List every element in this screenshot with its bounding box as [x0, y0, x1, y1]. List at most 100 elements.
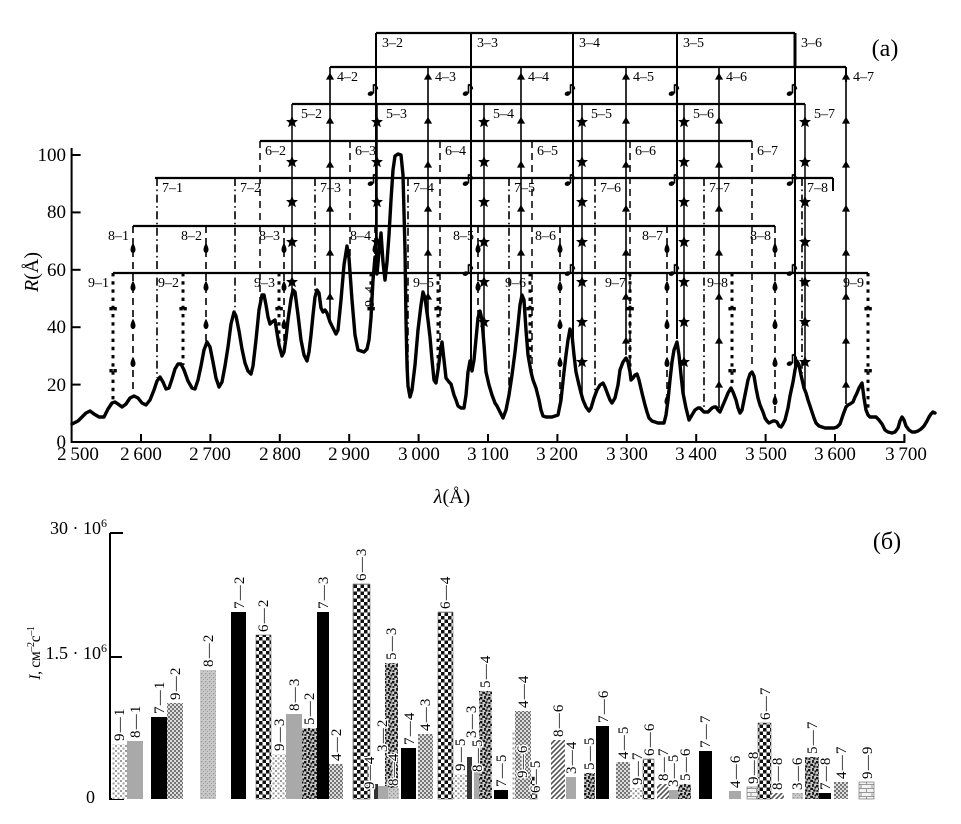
svg-text:4—3: 4—3 — [418, 697, 434, 731]
svg-text:7—5: 7—5 — [494, 753, 510, 787]
svg-text:1.5 · 106: 1.5 · 106 — [46, 641, 108, 663]
svg-text:6—5: 6—5 — [528, 759, 544, 793]
svg-text:6–2: 6–2 — [265, 144, 286, 159]
svg-text:5—3: 5—3 — [384, 626, 400, 660]
svg-text:7–4: 7–4 — [413, 181, 434, 196]
svg-text:3 100: 3 100 — [467, 444, 509, 465]
svg-text:80: 80 — [47, 202, 66, 223]
svg-text:100: 100 — [38, 145, 67, 166]
svg-text:8–3: 8–3 — [259, 229, 280, 244]
svg-text:7—6: 7—6 — [596, 689, 612, 723]
svg-text:9—6: 9—6 — [515, 744, 531, 778]
svg-text:3–2: 3–2 — [382, 36, 403, 51]
svg-text:I, см–2с–1: I, см–2с–1 — [26, 626, 44, 681]
svg-text:3 300: 3 300 — [606, 444, 648, 465]
svg-text:4—2: 4—2 — [329, 727, 345, 761]
svg-text:4—5: 4—5 — [616, 725, 632, 759]
svg-text:7—1: 7—1 — [152, 680, 168, 714]
svg-text:3—5: 3—5 — [666, 753, 682, 787]
svg-text:9—7: 9—7 — [630, 751, 646, 785]
svg-text:8—4: 8—4 — [386, 752, 402, 786]
svg-text:40: 40 — [47, 317, 66, 338]
svg-text:8–6: 8–6 — [535, 229, 556, 244]
svg-text:6—2: 6—2 — [256, 598, 272, 632]
svg-text:6–4: 6–4 — [445, 144, 466, 159]
svg-text:5—2: 5—2 — [302, 691, 318, 725]
svg-text:0: 0 — [57, 432, 67, 453]
svg-text:5–3: 5–3 — [386, 107, 407, 122]
svg-text:4—7: 4—7 — [834, 745, 850, 779]
svg-text:8–1: 8–1 — [108, 229, 129, 244]
svg-text:7–1: 7–1 — [162, 181, 183, 196]
svg-text:2 500: 2 500 — [57, 444, 99, 465]
svg-text:3 200: 3 200 — [536, 444, 578, 465]
svg-text:9—9: 9—9 — [860, 745, 876, 779]
svg-text:4–5: 4–5 — [633, 70, 654, 85]
svg-text:9–2: 9–2 — [158, 276, 179, 291]
svg-text:5–4: 5–4 — [493, 107, 514, 122]
svg-text:6—7: 6—7 — [758, 686, 774, 720]
svg-text:8—2: 8—2 — [201, 633, 217, 667]
svg-text:7–5: 7–5 — [514, 181, 535, 196]
svg-text:3 600: 3 600 — [814, 444, 856, 465]
svg-text:3 400: 3 400 — [675, 444, 717, 465]
svg-text:6—6: 6—6 — [642, 722, 658, 756]
svg-text:R(Å): R(Å) — [21, 252, 43, 293]
svg-text:4–7: 4–7 — [853, 70, 874, 85]
svg-text:4—6: 4—6 — [728, 754, 744, 788]
svg-text:5–6: 5–6 — [693, 107, 714, 122]
svg-text:8—1: 8—1 — [128, 704, 144, 738]
svg-text:5—4: 5—4 — [478, 654, 494, 688]
svg-text:9—4: 9—4 — [362, 755, 378, 789]
svg-text:2 600: 2 600 — [120, 444, 162, 465]
svg-text:3 500: 3 500 — [745, 444, 787, 465]
svg-text:4–2: 4–2 — [337, 70, 358, 85]
svg-text:3—6: 3—6 — [790, 756, 806, 790]
svg-text:9–3: 9–3 — [254, 276, 275, 291]
svg-text:5—6: 5—6 — [678, 747, 694, 781]
svg-text:8–2: 8–2 — [181, 229, 202, 244]
svg-text:5–7: 5–7 — [814, 107, 835, 122]
svg-text:9—3: 9—3 — [272, 717, 288, 751]
svg-text:9—8: 9—8 — [746, 750, 762, 784]
svg-text:6—3: 6—3 — [354, 547, 370, 581]
svg-text:9–9: 9–9 — [843, 276, 864, 291]
svg-text:5—5: 5—5 — [582, 736, 598, 770]
svg-text:2 900: 2 900 — [328, 444, 370, 465]
svg-text:9–7: 9–7 — [605, 276, 626, 291]
svg-text:20: 20 — [47, 375, 66, 396]
svg-text:9–5: 9–5 — [413, 276, 434, 291]
svg-text:3—4: 3—4 — [564, 740, 580, 774]
svg-text:2 800: 2 800 — [259, 444, 301, 465]
svg-text:3 000: 3 000 — [398, 444, 440, 465]
svg-text:6–5: 6–5 — [537, 144, 558, 159]
svg-text:9–6: 9–6 — [505, 276, 526, 291]
svg-text:8–8: 8–8 — [750, 229, 771, 244]
svg-text:5–5: 5–5 — [591, 107, 612, 122]
svg-text:7–6: 7–6 — [600, 181, 621, 196]
svg-text:9—1: 9—1 — [112, 707, 128, 741]
svg-text:7—7: 7—7 — [698, 714, 714, 748]
svg-text:30 · 106: 30 · 106 — [50, 516, 107, 538]
svg-text:60: 60 — [47, 260, 66, 281]
svg-text:4–3: 4–3 — [435, 70, 456, 85]
svg-text:3—2: 3—2 — [375, 718, 391, 752]
svg-text:7—4: 7—4 — [402, 711, 418, 745]
svg-text:2 700: 2 700 — [189, 444, 231, 465]
svg-text:7—3: 7—3 — [316, 575, 332, 609]
svg-text:3–4: 3–4 — [579, 36, 600, 51]
svg-text:7–2: 7–2 — [240, 181, 261, 196]
svg-text:8—8: 8—8 — [770, 756, 786, 790]
svg-text:9–1: 9–1 — [88, 276, 109, 291]
svg-text:3—3: 3—3 — [464, 704, 480, 738]
svg-text:8—6: 8—6 — [551, 703, 567, 737]
svg-text:6–3: 6–3 — [355, 144, 376, 159]
svg-text:8—5: 8—5 — [470, 738, 486, 772]
svg-text:8–5: 8–5 — [453, 229, 474, 244]
svg-text:9—2: 9—2 — [168, 666, 184, 700]
svg-text:3–5: 3–5 — [683, 36, 704, 51]
svg-text:λ(Å): λ(Å) — [433, 486, 470, 508]
svg-text:9—5: 9—5 — [453, 737, 469, 771]
svg-text:5–2: 5–2 — [301, 107, 322, 122]
svg-text:3 700: 3 700 — [885, 444, 927, 465]
